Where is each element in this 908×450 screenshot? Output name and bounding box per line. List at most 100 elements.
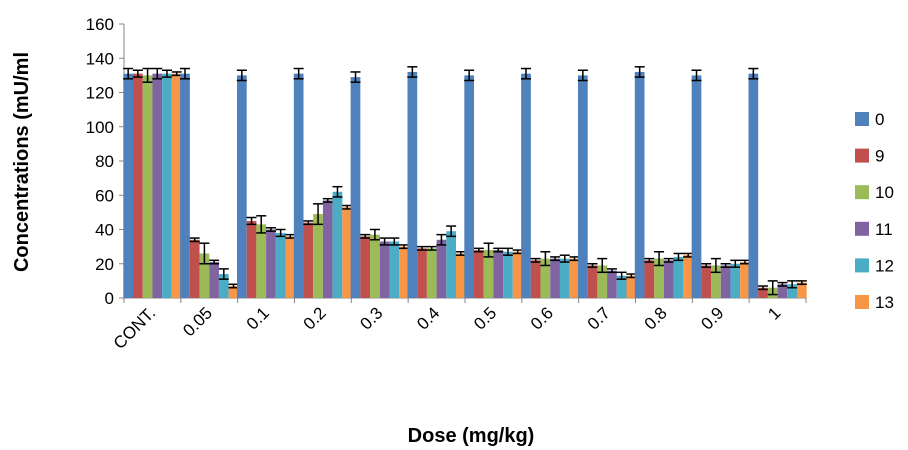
- bar: [758, 287, 768, 298]
- bar: [123, 73, 134, 298]
- y-tick-label: 120: [86, 84, 114, 103]
- bar: [683, 255, 694, 298]
- bar: [654, 258, 664, 298]
- bar: [303, 222, 314, 298]
- y-tick-label: 60: [95, 186, 114, 205]
- bar: [399, 246, 409, 298]
- bar: [577, 75, 588, 298]
- legend-label: 10: [875, 183, 894, 202]
- bar: [332, 191, 343, 298]
- legend-swatch: [855, 148, 869, 163]
- bar: [777, 284, 788, 298]
- bar: [246, 220, 257, 298]
- legend-swatch: [855, 112, 869, 126]
- bar: [228, 286, 239, 298]
- legend-label: 11: [875, 220, 893, 239]
- x-tick-label: 0.6: [527, 303, 557, 333]
- bar: [559, 258, 570, 298]
- legend-swatch: [855, 185, 869, 200]
- x-tick-label: 0.05: [179, 303, 216, 340]
- legend-swatch: [855, 221, 869, 236]
- bar: [787, 284, 797, 298]
- y-tick-label: 160: [86, 15, 114, 34]
- legend-swatch: [855, 258, 869, 273]
- bar: [483, 250, 494, 298]
- bar: [313, 214, 323, 298]
- bar: [569, 258, 580, 298]
- bar: [626, 275, 637, 298]
- bar: [426, 248, 437, 298]
- bar: [663, 260, 674, 298]
- bar: [389, 241, 400, 298]
- bar: [512, 251, 523, 298]
- bar: [171, 73, 182, 298]
- legend-label: 0: [875, 110, 884, 129]
- bar: [180, 73, 190, 298]
- bar: [342, 207, 353, 298]
- bar: [493, 250, 504, 298]
- bar: [720, 265, 731, 298]
- legend: 0 9 10 11 12 13: [855, 110, 894, 312]
- legend-label: 9: [875, 147, 884, 166]
- bar: [634, 71, 645, 298]
- y-tick-label: 0: [105, 289, 114, 308]
- y-tick-label: 140: [86, 49, 114, 68]
- legend-label: 13: [875, 293, 894, 312]
- bar: [530, 260, 541, 298]
- bar: [142, 75, 153, 298]
- bar: [162, 73, 172, 298]
- bar: [701, 265, 712, 298]
- bar: [446, 231, 456, 298]
- bar: [740, 262, 750, 298]
- bar: [464, 75, 475, 298]
- bar: [417, 248, 427, 298]
- bar: [379, 241, 390, 298]
- bar: [550, 258, 560, 298]
- bar: [521, 73, 531, 298]
- x-tick-label: 0.8: [641, 303, 671, 333]
- bar: [436, 239, 447, 298]
- bar: [503, 251, 513, 298]
- bar: [796, 282, 807, 298]
- bar: [691, 75, 702, 298]
- bar: [209, 262, 219, 298]
- bar: [673, 256, 684, 298]
- x-tick-label: 0.7: [584, 303, 614, 333]
- bar: [152, 73, 163, 298]
- bar: [189, 239, 200, 298]
- bar: [256, 224, 267, 298]
- x-tick-label: 0.2: [300, 303, 330, 333]
- bar: [133, 73, 143, 298]
- bar: [407, 71, 418, 298]
- bar: [285, 236, 296, 298]
- bar: [350, 77, 361, 299]
- bar: [748, 73, 759, 298]
- plot-area: 0 20 40 60 80 100 120 140 160 CONT. 0.05 0.1 0.2 0.3 0…: [86, 15, 807, 353]
- bar: [236, 75, 247, 298]
- bar: [597, 265, 608, 298]
- y-tick-label: 20: [95, 255, 114, 274]
- y-tick-label: 80: [95, 152, 114, 171]
- bar: [607, 270, 617, 298]
- bar: [474, 250, 484, 298]
- bar: [616, 275, 627, 298]
- bar: [199, 253, 210, 298]
- x-tick-label: CONT.: [110, 303, 159, 352]
- bar: [370, 234, 380, 298]
- bar: [587, 265, 598, 298]
- bar: [455, 253, 466, 298]
- x-axis-title: Dose (mg/kg): [408, 425, 535, 447]
- bar: [730, 263, 741, 298]
- bar: [540, 258, 551, 298]
- bar: [322, 200, 333, 298]
- legend-label: 12: [875, 256, 894, 275]
- legend-swatch: [855, 295, 869, 309]
- bar: [711, 265, 721, 298]
- x-tick-label: 0.3: [356, 303, 386, 333]
- bar: [218, 274, 229, 298]
- bar: [644, 260, 655, 298]
- x-tick-label: 1: [764, 303, 784, 323]
- x-tick-label: 0.1: [243, 303, 273, 333]
- x-tick-label: 0.9: [697, 303, 727, 333]
